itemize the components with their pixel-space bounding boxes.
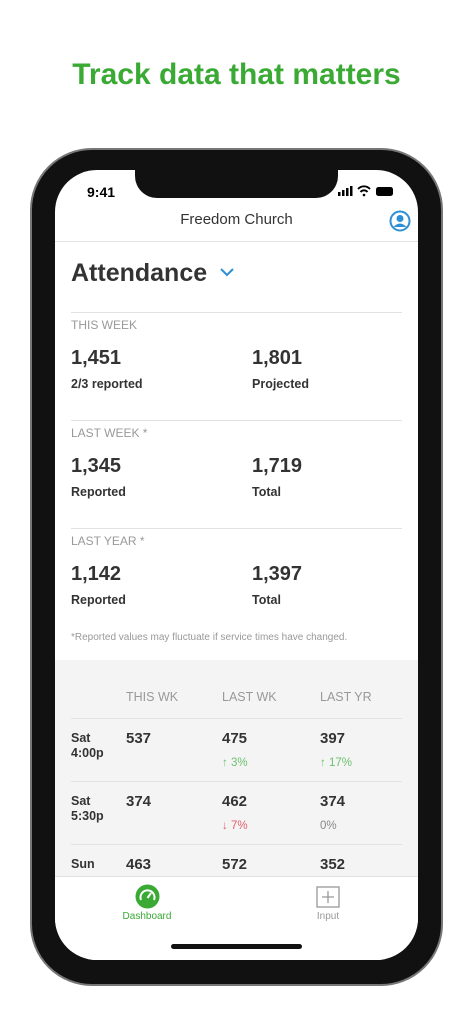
row-divider: [71, 781, 402, 782]
stat-value: 1,397: [252, 563, 303, 585]
section-label: LAST WEEK *: [71, 426, 148, 440]
row-divider: [71, 844, 402, 845]
stat-caption: Total: [252, 485, 281, 499]
row-label: Sat: [71, 794, 91, 808]
cell-value: 397: [320, 730, 346, 747]
column-header: LAST YR: [320, 690, 372, 704]
footnote: *Reported values may fluctuate if servic…: [71, 632, 348, 643]
cell-value: 463: [126, 856, 152, 873]
stat-caption: Projected: [252, 377, 309, 391]
section-divider: [71, 528, 402, 529]
headline: Track data that matters: [72, 58, 401, 91]
column-header: THIS WK: [126, 690, 179, 704]
stat-value: 1,719: [252, 455, 303, 477]
stat-caption: 2/3 reported: [71, 377, 143, 391]
row-label: Sat: [71, 731, 91, 745]
dashboard-icon[interactable]: [135, 884, 160, 909]
nav-title: Freedom Church: [180, 211, 293, 228]
section-label: LAST YEAR *: [71, 534, 145, 548]
cell-value: 572: [222, 856, 248, 873]
stat-caption: Total: [252, 593, 281, 607]
stat-caption: Reported: [71, 485, 126, 499]
screen: 9:41 Freedom Church Attendance *Reported…: [55, 170, 418, 960]
stat-value: 1,451: [71, 347, 122, 369]
cell-change: 0%: [320, 820, 337, 832]
cell-change: ↑ 17%: [320, 757, 352, 769]
cell-value: 352: [320, 856, 346, 873]
row-label: Sun: [71, 857, 95, 871]
row-label: 5:30p: [71, 809, 104, 823]
stat-value: 1,142: [71, 563, 122, 585]
section-label: THIS WEEK: [71, 318, 138, 332]
home-indicator: [171, 944, 302, 949]
cell-value: 374: [320, 793, 346, 810]
cell-value: 462: [222, 793, 248, 810]
cell-value: 374: [126, 793, 152, 810]
tab-label[interactable]: Dashboard: [122, 911, 172, 922]
page-title[interactable]: Attendance: [71, 259, 208, 287]
input-icon[interactable]: [316, 886, 340, 908]
table-area: [55, 660, 418, 876]
dropdown-chevron[interactable]: [219, 267, 235, 277]
cell-change: ↑ 3%: [222, 757, 248, 769]
profile-button[interactable]: [389, 210, 411, 232]
cell-change: ↓ 7%: [222, 820, 248, 832]
cell-value: 475: [222, 730, 248, 747]
tab-label[interactable]: Input: [316, 911, 340, 922]
notch: [135, 170, 338, 198]
stat-caption: Reported: [71, 593, 126, 607]
nav-divider: [55, 241, 418, 242]
row-label: 4:00p: [71, 746, 104, 760]
status-time: 9:41: [87, 184, 116, 200]
column-header: LAST WK: [222, 690, 277, 704]
section-divider: [71, 312, 402, 313]
status-icons: [338, 185, 393, 197]
cell-value: 537: [126, 730, 152, 747]
stat-value: 1,801: [252, 347, 303, 369]
section-divider: [71, 420, 402, 421]
row-divider: [71, 718, 402, 719]
stat-value: 1,345: [71, 455, 122, 477]
